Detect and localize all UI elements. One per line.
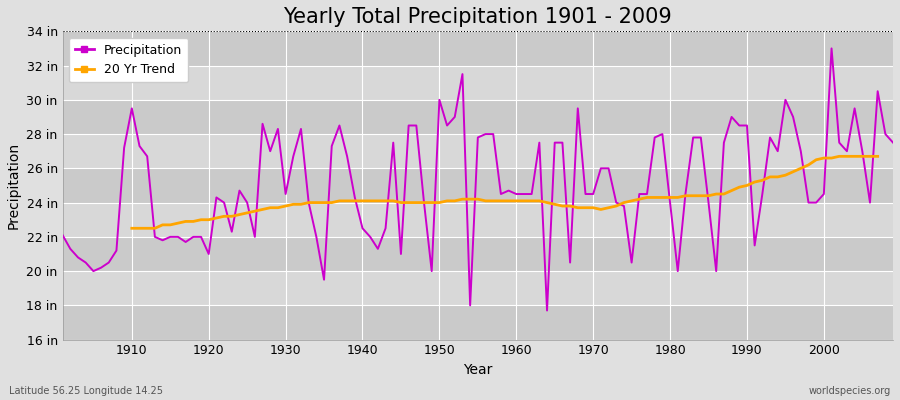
X-axis label: Year: Year	[464, 363, 492, 377]
Bar	[63, 66, 893, 100]
Bar	[63, 134, 893, 168]
Bar	[63, 237, 893, 271]
Bar	[63, 271, 893, 305]
Y-axis label: Precipitation: Precipitation	[7, 142, 21, 229]
Bar	[63, 100, 893, 134]
Bar	[63, 305, 893, 340]
Text: Latitude 56.25 Longitude 14.25: Latitude 56.25 Longitude 14.25	[9, 386, 163, 396]
Title: Yearly Total Precipitation 1901 - 2009: Yearly Total Precipitation 1901 - 2009	[284, 7, 672, 27]
Legend: Precipitation, 20 Yr Trend: Precipitation, 20 Yr Trend	[69, 38, 188, 82]
Bar	[63, 31, 893, 66]
Text: worldspecies.org: worldspecies.org	[809, 386, 891, 396]
Bar	[63, 202, 893, 237]
Bar	[63, 168, 893, 202]
